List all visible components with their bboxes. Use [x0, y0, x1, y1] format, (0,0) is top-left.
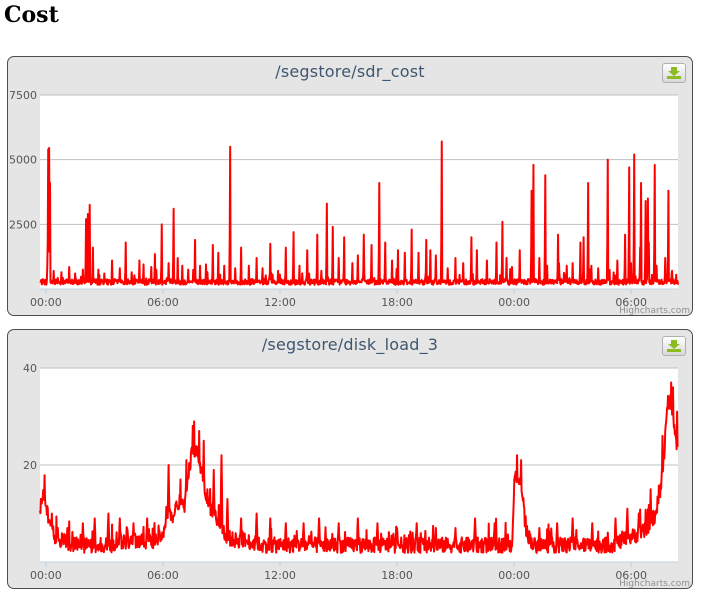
chart-title: /segstore/disk_load_3: [261, 335, 439, 354]
x-tick-label: 06:00: [615, 569, 647, 582]
x-tick-label: 12:00: [264, 569, 296, 582]
page-heading: Cost: [4, 2, 59, 28]
export-button[interactable]: [662, 336, 686, 356]
chart-title: /segstore/sdr_cost: [275, 62, 425, 81]
series-line: [39, 381, 679, 554]
y-tick-label: 5000: [9, 154, 37, 167]
credits-label[interactable]: Highcharts.com: [619, 306, 690, 316]
x-tick-label: 00:00: [30, 296, 62, 309]
plot-area: [40, 95, 678, 289]
x-tick-label: 06:00: [147, 296, 179, 309]
y-tick-label: 20: [23, 459, 37, 472]
chart-panel-sdr-cost: /segstore/sdr_cost 2500 5000 7500 00:00 06:0…: [7, 56, 693, 316]
y-tick-label: 40: [23, 362, 37, 375]
x-tick-label: 18:00: [381, 569, 413, 582]
y-tick-label: 7500: [9, 89, 37, 102]
series-line: [39, 140, 679, 286]
chart-svg: 20 40 00:00 06:00 12:00 18:00 00:00 06:00: [23, 362, 679, 582]
x-tick-label: 18:00: [381, 296, 413, 309]
export-button[interactable]: [662, 63, 686, 83]
credits-label[interactable]: Highcharts.com: [619, 579, 690, 589]
chart-panel-disk-load: /segstore/disk_load_3 20 40 00:00 06:00 12:0…: [7, 329, 693, 589]
chart-svg: 2500 5000 7500 00:00 06:00 12:00 18:00 00:00 06:…: [9, 89, 679, 309]
x-tick-label: 06:00: [615, 296, 647, 309]
x-tick-label: 12:00: [264, 296, 296, 309]
x-tick-label: 06:00: [147, 569, 179, 582]
x-tick-label: 00:00: [498, 569, 530, 582]
x-tick-label: 00:00: [30, 569, 62, 582]
y-tick-label: 2500: [9, 218, 37, 231]
download-icon: [667, 340, 681, 352]
download-icon: [667, 67, 681, 79]
x-tick-label: 00:00: [498, 296, 530, 309]
